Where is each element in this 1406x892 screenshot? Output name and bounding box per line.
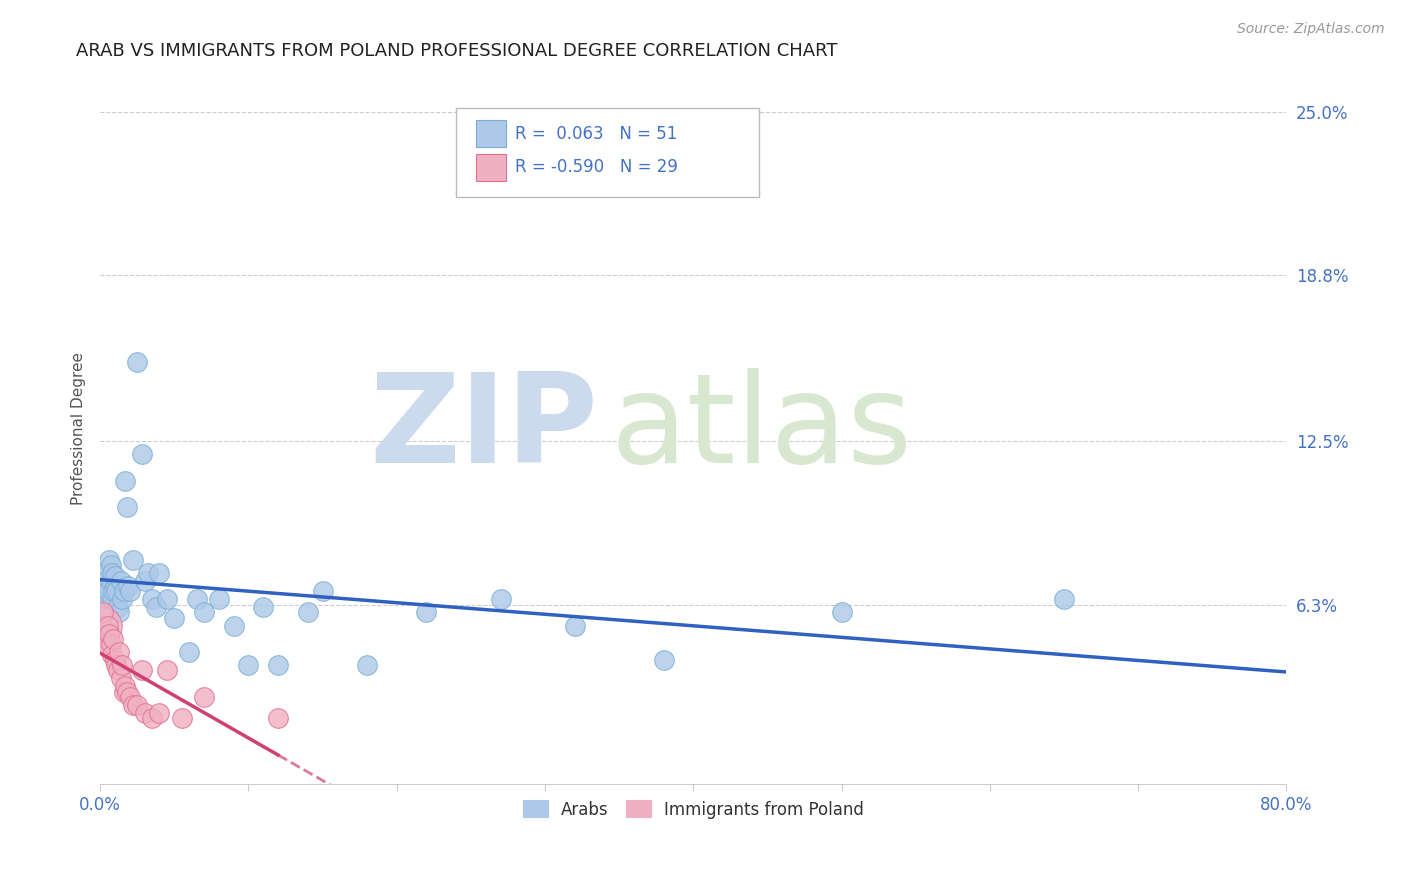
Point [101,592,124,607]
Point [121,698,143,712]
Point [177,645,200,659]
Point [91,606,114,620]
FancyBboxPatch shape [456,108,759,197]
Point [489,592,512,607]
Point [415,606,437,620]
Point [110,574,132,588]
Point [93,632,115,646]
Point [100,574,122,588]
Point [156,664,179,678]
Point [141,711,163,725]
Point [131,447,153,461]
Point [121,553,143,567]
Legend: Arabs, Immigrants from Poland: Arabs, Immigrants from Poland [516,794,870,825]
Point [311,584,333,599]
Point [564,618,586,632]
Point [115,684,138,698]
Point [134,706,156,720]
Point [98,553,121,567]
Point [118,690,141,704]
Point [148,566,170,580]
Point [118,584,141,599]
Point [93,566,115,580]
Point [356,658,378,673]
Point [94,637,117,651]
Point [222,618,245,632]
Point [90,618,112,632]
Point [108,606,131,620]
Point [114,474,136,488]
Point [101,566,124,580]
Point [90,592,112,607]
Point [127,698,149,712]
Point [127,355,149,369]
Point [156,592,179,607]
Point [297,606,319,620]
Point [108,645,131,659]
Point [110,671,132,685]
Text: atlas: atlas [610,368,912,489]
Point [111,658,134,673]
Point [170,711,193,725]
Point [136,566,159,580]
Point [117,579,139,593]
Point [163,611,186,625]
Point [104,653,127,667]
Point [104,568,127,582]
Point [105,584,128,599]
Point [100,637,122,651]
Point [104,579,127,593]
Point [96,584,118,599]
Point [101,648,124,662]
Point [193,690,215,704]
Point [90,618,112,632]
Text: ZIP: ZIP [370,368,599,489]
Point [94,574,117,588]
Point [111,592,134,607]
Point [112,684,135,698]
Point [186,592,208,607]
Point [115,500,138,515]
Point [114,679,136,693]
Text: Source: ZipAtlas.com: Source: ZipAtlas.com [1237,22,1385,37]
Point [100,558,122,572]
Text: ARAB VS IMMIGRANTS FROM POLAND PROFESSIONAL DEGREE CORRELATION CHART: ARAB VS IMMIGRANTS FROM POLAND PROFESSIO… [76,42,838,60]
Point [652,653,675,667]
Point [107,600,129,615]
Point [105,658,128,673]
Point [96,618,118,632]
Point [193,606,215,620]
Y-axis label: Professional Degree: Professional Degree [72,351,86,505]
Point [112,584,135,599]
Point [145,600,167,615]
Point [103,632,125,646]
FancyBboxPatch shape [477,120,506,147]
Point [252,600,274,615]
Point [107,664,129,678]
Text: R =  0.063   N = 51: R = 0.063 N = 51 [516,125,678,143]
Point [1053,592,1076,607]
Point [831,606,853,620]
Point [238,658,260,673]
Point [103,584,125,599]
Point [91,584,114,599]
Point [267,658,290,673]
Point [131,664,153,678]
Point [141,592,163,607]
Point [148,706,170,720]
Point [134,574,156,588]
Text: R = -0.590   N = 29: R = -0.590 N = 29 [516,158,678,176]
FancyBboxPatch shape [477,153,506,180]
Point [208,592,231,607]
Point [98,626,121,640]
Point [267,711,290,725]
Point [96,579,118,593]
